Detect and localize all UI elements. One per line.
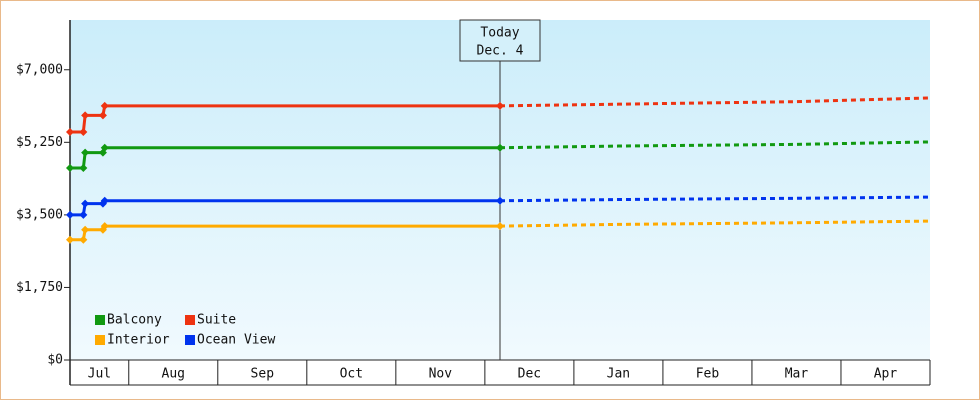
point (496, 196, 504, 205)
point (66, 235, 74, 244)
forecast-line (499, 140, 931, 150)
point (100, 101, 109, 110)
legend-swatch (185, 335, 195, 345)
point (66, 127, 74, 136)
x-tick-label: Jan (607, 367, 630, 382)
x-tick-label: Oct (340, 367, 363, 382)
x-tick-label: Apr (874, 367, 898, 382)
x-tick-label: Aug (162, 367, 185, 382)
point (100, 196, 109, 205)
legend-swatch (95, 315, 105, 325)
today-label: Today (480, 26, 519, 41)
legend-label: Ocean View (197, 333, 275, 348)
point (100, 222, 109, 231)
today-box (459, 19, 541, 62)
y-tick-label: $1,750 (16, 280, 63, 295)
point (496, 143, 504, 152)
point (79, 210, 88, 219)
point (81, 225, 90, 234)
point (496, 222, 504, 231)
point (496, 101, 504, 110)
x-tick-label: Nov (429, 367, 453, 382)
point (100, 143, 109, 152)
y-tick-label: $5,250 (16, 135, 63, 150)
point (98, 111, 107, 120)
point (81, 111, 90, 120)
point (81, 199, 90, 208)
today-date: Dec. 4 (477, 44, 524, 59)
x-tick-label: Mar (785, 367, 809, 382)
point (66, 164, 74, 173)
point (79, 235, 88, 244)
forecast-line (499, 195, 931, 203)
y-tick-label: $3,500 (16, 207, 63, 222)
legend-label: Interior (107, 333, 170, 348)
y-tick-label: $7,000 (16, 62, 63, 77)
point (79, 127, 88, 136)
legend-swatch (95, 335, 105, 345)
point (81, 148, 90, 157)
legend-swatch (185, 315, 195, 325)
x-tick-label: Jul (88, 367, 111, 382)
legend-label: Suite (197, 313, 236, 328)
x-tick-label: Feb (696, 367, 720, 382)
legend-label: Balcony (107, 313, 162, 328)
x-tick-label: Sep (251, 367, 275, 382)
point (66, 210, 74, 219)
forecast-line (499, 219, 931, 228)
forecast-line (499, 96, 931, 108)
y-tick-label: $0 (47, 353, 63, 368)
point (79, 164, 88, 173)
x-tick-label: Dec (518, 367, 541, 382)
